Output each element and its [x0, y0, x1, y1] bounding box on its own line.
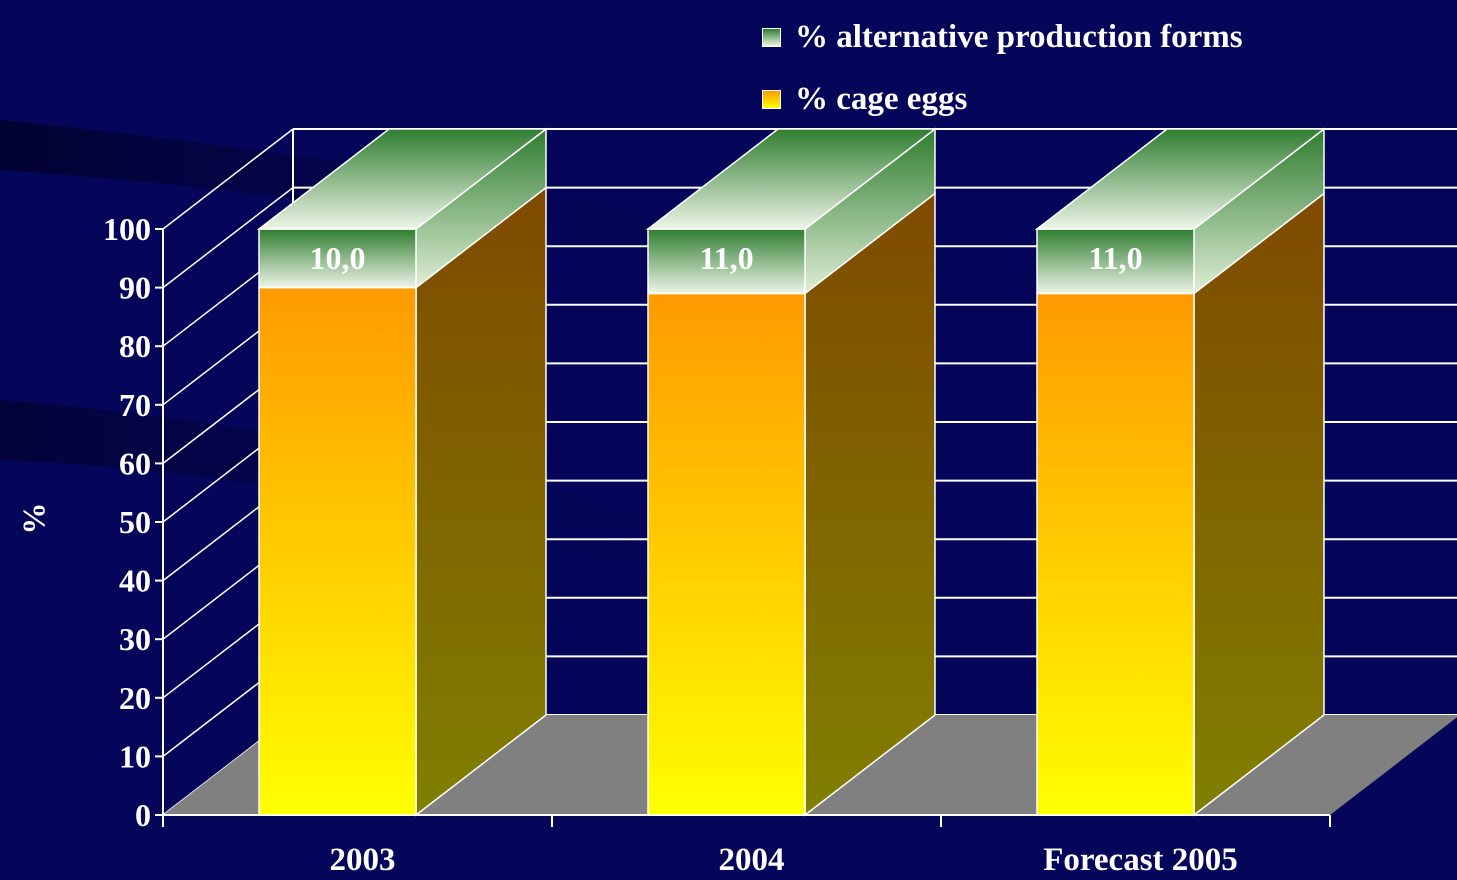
data-label: 11,0 — [1088, 240, 1142, 276]
bar-alt — [647, 228, 806, 295]
y-tick-label: 100 — [103, 211, 151, 247]
y-tick-label: 30 — [119, 621, 151, 657]
bar-cage — [1036, 292, 1195, 816]
legend-swatch-alternative — [762, 27, 781, 47]
bar-group: 10,0 — [256, 127, 549, 817]
bar-top — [1034, 128, 1327, 230]
y-tick-label: 0 — [135, 797, 151, 833]
y-tick-label: 40 — [119, 563, 151, 599]
bars-layer: 10,0 11,0 11,0 — [256, 127, 1327, 817]
legend-label-alternative: % alternative production forms — [795, 18, 1243, 55]
y-tick-label: 70 — [119, 387, 151, 423]
bar-top — [645, 128, 938, 230]
bar-cage-side — [415, 186, 547, 817]
data-label: 10,0 — [310, 240, 366, 276]
x-tick-label: 2004 — [719, 842, 785, 878]
bar-cage — [647, 292, 806, 816]
y-axis-title: % — [15, 502, 52, 535]
legend-item-alternative: % alternative production forms — [762, 6, 1243, 68]
legend-item-cage: % cage eggs — [762, 68, 1243, 130]
y-tick-label: 10 — [119, 738, 151, 774]
y-tick-label: 60 — [119, 445, 151, 481]
bar-group: 11,0 — [1034, 127, 1327, 817]
legend: % alternative production forms % cage eg… — [762, 6, 1243, 130]
legend-swatch-cage — [762, 89, 781, 109]
data-label: 11,0 — [699, 240, 753, 276]
x-tick-label: 2003 — [330, 842, 396, 878]
bar-cage — [258, 286, 417, 816]
x-axis-labels: 2003 2004 Forecast 2005 — [330, 842, 1238, 878]
gridline-side — [162, 128, 294, 230]
y-tick-label: 90 — [119, 270, 151, 306]
y-tick-label: 80 — [119, 328, 151, 364]
gridline-side — [162, 187, 294, 289]
bar-top — [256, 128, 549, 230]
bar-alt — [258, 228, 417, 289]
y-tick-label: 20 — [119, 680, 151, 716]
bar-group: 11,0 — [645, 127, 938, 817]
y-tick-label: 50 — [119, 504, 151, 540]
bar-cage-side — [1193, 191, 1325, 817]
x-tick-label: Forecast 2005 — [1043, 842, 1238, 878]
bar-cage-side — [804, 191, 936, 817]
legend-label-cage: % cage eggs — [795, 80, 968, 117]
bar-alt — [1036, 228, 1195, 295]
